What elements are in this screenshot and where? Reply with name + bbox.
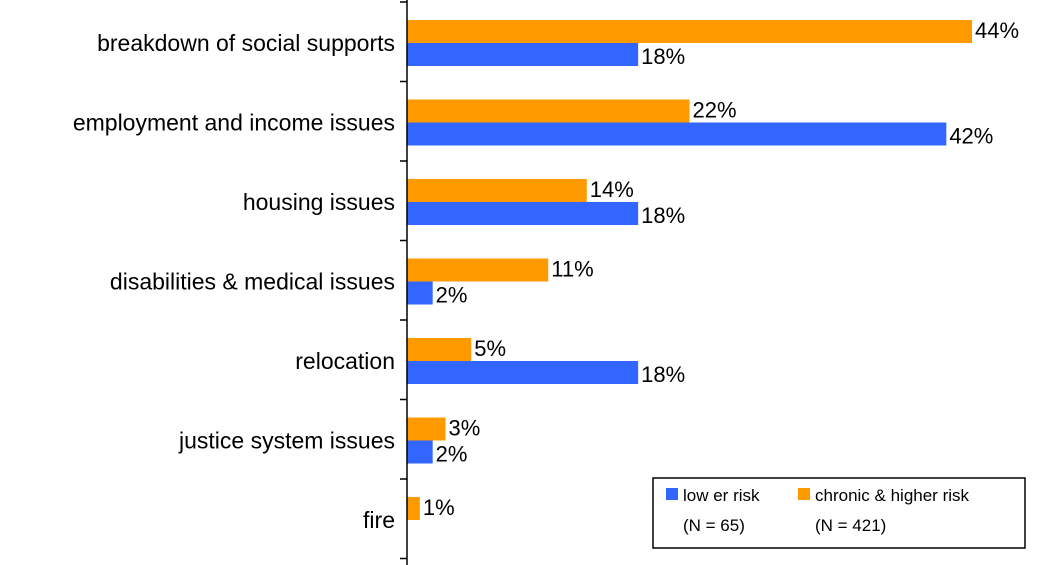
category-label: relocation [295, 348, 395, 374]
category-label: justice system issues [178, 428, 395, 454]
category-label: housing issues [243, 189, 395, 215]
value-label: 44% [975, 18, 1019, 43]
bar-chronic-higher-risk [407, 258, 549, 282]
bar-lower-risk [407, 202, 639, 225]
bars-group [407, 20, 972, 520]
bar-lower-risk [407, 43, 639, 66]
legend-sublabel-lower-risk: (N = 65) [683, 516, 745, 535]
value-label: 2% [436, 442, 468, 467]
category-label: employment and income issues [73, 110, 395, 136]
legend: low er risk (N = 65) chronic & higher ri… [652, 477, 1026, 549]
legend-label-lower-risk: low er risk [683, 486, 760, 505]
bar-lower-risk [407, 361, 639, 384]
bar-lower-risk [407, 122, 947, 146]
legend-sublabel-chronic-higher-risk: (N = 421) [815, 516, 886, 535]
legend-label-chronic-higher-risk: chronic & higher risk [815, 486, 970, 505]
bar-chronic-higher-risk [407, 338, 472, 361]
legend-swatch-chronic-higher-risk [798, 488, 810, 500]
value-label: 42% [949, 124, 993, 149]
value-label: 1% [423, 495, 455, 520]
category-label: fire [363, 507, 395, 533]
value-label: 5% [474, 336, 506, 361]
value-label: 3% [449, 416, 481, 441]
legend-swatch-lower-risk [666, 488, 678, 500]
bar-chronic-higher-risk [407, 179, 587, 202]
bar-chronic-higher-risk [407, 417, 446, 441]
y-axis [400, 0, 408, 565]
value-label: 18% [641, 44, 685, 69]
bar-chronic-higher-risk [407, 497, 420, 520]
value-label: 22% [693, 98, 737, 123]
category-label: disabilities & medical issues [110, 269, 395, 295]
bar-lower-risk [407, 440, 433, 464]
value-label: 2% [436, 283, 468, 308]
value-label: 18% [641, 203, 685, 228]
bar-chronic-higher-risk [407, 99, 690, 123]
labels-group: breakdown of social supports 44% 18% employ… [73, 18, 1019, 533]
bar-lower-risk [407, 281, 433, 305]
value-label: 11% [551, 257, 593, 282]
value-label: 14% [590, 177, 634, 202]
legend-box [652, 477, 1026, 549]
bar-chronic-higher-risk [407, 20, 972, 43]
category-label: breakdown of social supports [97, 30, 395, 56]
value-label: 18% [641, 362, 685, 387]
